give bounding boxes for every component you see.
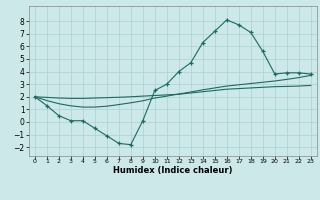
X-axis label: Humidex (Indice chaleur): Humidex (Indice chaleur) [113,166,233,175]
